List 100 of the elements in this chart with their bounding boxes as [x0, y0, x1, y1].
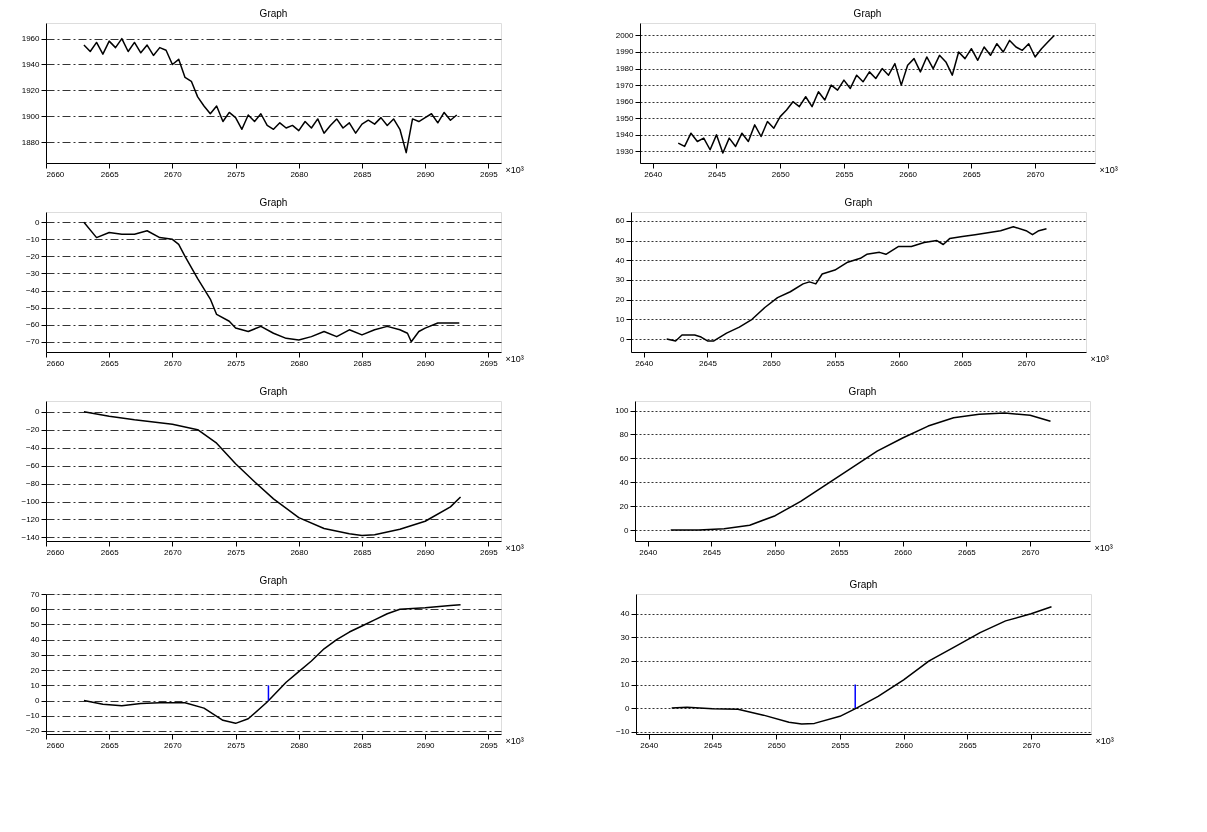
y-tick-label: 20 [620, 656, 631, 666]
x-tick-label: 2655 [831, 740, 850, 750]
y-tick-label: 0 [624, 525, 630, 535]
y-tick-label: −10 [25, 234, 41, 244]
x-axis-title: ×10³ [505, 542, 524, 553]
y-tick-label: 50 [615, 236, 626, 246]
x-tick-label: 2660 [899, 169, 918, 179]
x-tick-label: 2660 [890, 358, 909, 368]
x-tick-label: 2680 [290, 358, 309, 368]
x-tick-label: 2660 [46, 358, 65, 368]
y-tick-label: 1920 [21, 85, 41, 95]
x-tick-label: 2660 [46, 547, 65, 557]
y-tick-label: 1940 [615, 130, 635, 140]
y-tick-label: 1930 [615, 146, 635, 156]
x-tick-label: 2665 [962, 169, 982, 179]
x-axis-title: ×10³ [505, 735, 524, 746]
y-tick-label: 30 [30, 650, 41, 660]
x-tick-label: 2695 [479, 547, 499, 557]
y-tick-label: 0 [625, 703, 631, 713]
y-tick-label: 1960 [21, 34, 41, 44]
x-tick-label: 2650 [771, 169, 791, 179]
y-tick-label: −140 [21, 532, 41, 542]
x-tick-label: 2665 [100, 358, 120, 368]
x-tick-label: 2665 [957, 547, 977, 557]
y-tick-label: 0 [35, 407, 41, 417]
y-tick-label: 1990 [615, 47, 635, 57]
x-tick-label: 2675 [227, 169, 246, 179]
x-tick-label: 2645 [699, 358, 718, 368]
y-tick-label: 1900 [21, 111, 41, 121]
x-tick-label: 2660 [894, 547, 913, 557]
y-tick-label: 100 [615, 406, 630, 416]
y-tick-label: 0 [35, 696, 41, 706]
x-tick-label: 2665 [958, 740, 978, 750]
x-axis-title: ×10³ [1090, 353, 1109, 364]
y-tick-label: 0 [35, 217, 41, 227]
y-tick-label: −20 [25, 425, 41, 435]
x-tick-label: 2690 [416, 547, 436, 557]
y-tick-label: −10 [615, 727, 631, 737]
y-tick-label: 40 [620, 609, 631, 619]
y-tick-label: −20 [25, 726, 41, 736]
x-tick-label: 2675 [227, 740, 246, 750]
x-tick-label: 2695 [479, 358, 499, 368]
x-tick-label: 2665 [100, 740, 120, 750]
x-tick-label: 2675 [227, 358, 246, 368]
y-tick-label: 2000 [615, 30, 635, 40]
y-tick-label: 1950 [615, 113, 635, 123]
y-tick-label: 40 [619, 477, 630, 487]
y-tick-label: 1880 [21, 137, 41, 147]
y-tick-label: 20 [619, 501, 630, 511]
x-tick-label: 2665 [100, 547, 120, 557]
x-tick-label: 2695 [479, 169, 499, 179]
x-tick-label: 2670 [163, 169, 183, 179]
x-tick-label: 2655 [835, 169, 854, 179]
y-tick-label: −40 [25, 286, 41, 296]
x-tick-label: 2685 [353, 358, 372, 368]
x-tick-label: 2685 [353, 169, 372, 179]
y-tick-label: −60 [25, 461, 41, 471]
x-axis-title: ×10³ [1095, 735, 1114, 746]
y-tick-label: 1980 [615, 64, 635, 74]
y-tick-label: 30 [615, 275, 626, 285]
x-tick-label: 2680 [290, 740, 309, 750]
x-tick-label: 2675 [227, 547, 246, 557]
y-tick-label: 10 [620, 680, 631, 690]
y-tick-label: 1940 [21, 59, 41, 69]
y-tick-label: −120 [21, 514, 41, 524]
y-tick-label: 70 [30, 589, 41, 599]
x-tick-label: 2645 [704, 740, 723, 750]
x-tick-label: 2660 [46, 740, 65, 750]
chart-title: Graph [848, 386, 877, 397]
y-tick-label: 10 [30, 680, 41, 690]
x-tick-label: 2690 [416, 740, 436, 750]
x-tick-label: 2670 [1021, 547, 1041, 557]
x-tick-label: 2690 [416, 358, 436, 368]
y-tick-label: −60 [25, 320, 41, 330]
y-tick-label: −100 [21, 497, 41, 507]
x-tick-label: 2670 [1017, 358, 1037, 368]
x-tick-label: 2670 [163, 547, 183, 557]
x-tick-label: 2685 [353, 547, 372, 557]
x-tick-label: 2650 [767, 740, 787, 750]
y-tick-label: −30 [25, 268, 41, 278]
chart-title: Graph [844, 197, 873, 208]
chart-title: Graph [259, 8, 288, 19]
y-tick-label: 60 [619, 453, 630, 463]
y-tick-label: 40 [30, 635, 41, 645]
y-tick-label: −50 [25, 303, 41, 313]
y-tick-label: 80 [619, 429, 630, 439]
y-tick-label: 40 [615, 255, 626, 265]
x-axis-title: ×10³ [1094, 542, 1113, 553]
x-tick-label: 2695 [479, 740, 499, 750]
y-tick-label: 0 [620, 334, 626, 344]
chart-title: Graph [259, 575, 288, 586]
x-tick-label: 2670 [163, 358, 183, 368]
x-tick-label: 2650 [766, 547, 786, 557]
y-tick-label: 50 [30, 619, 41, 629]
x-tick-label: 2650 [762, 358, 782, 368]
x-tick-label: 2640 [640, 740, 659, 750]
chart-title: Graph [259, 197, 288, 208]
x-tick-label: 2645 [708, 169, 727, 179]
y-tick-label: 1970 [615, 80, 635, 90]
x-axis-title: ×10³ [505, 164, 524, 175]
